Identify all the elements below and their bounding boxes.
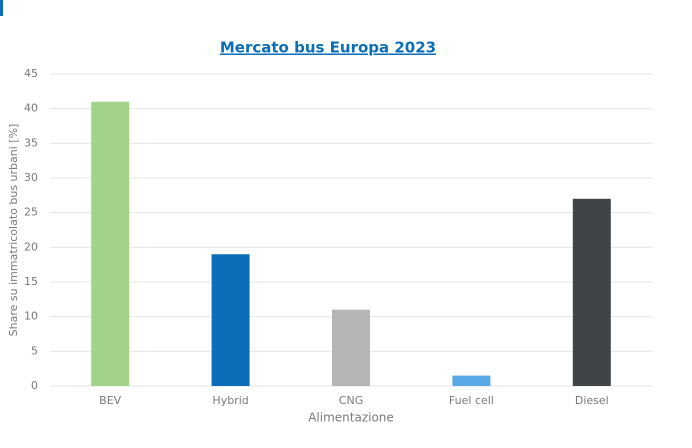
y-tick-label: 0 (31, 379, 38, 392)
bar (572, 198, 611, 386)
bar (211, 254, 250, 386)
y-tick-label: 20 (24, 240, 38, 253)
x-tick-label: Hybrid (212, 394, 248, 407)
y-tick-label: 35 (24, 136, 38, 149)
x-axis-label: Alimentazione (308, 411, 394, 425)
y-tick-label: 10 (24, 310, 38, 323)
x-tick-label: BEV (99, 394, 121, 407)
chart-title: Mercato bus Europa 2023 (220, 39, 436, 57)
y-tick-label: 15 (24, 275, 38, 288)
x-tick-label: Diesel (575, 394, 609, 407)
y-tick-label: 45 (24, 67, 38, 80)
y-tick-label: 25 (24, 206, 38, 219)
bar (452, 375, 491, 386)
x-tick-label: CNG (339, 394, 363, 407)
y-axis-label: Share su immatricolato bus urbani [%] (7, 124, 20, 337)
bar (332, 309, 370, 386)
y-tick-label: 5 (31, 344, 38, 357)
x-tick-label: Fuel cell (449, 394, 494, 407)
y-tick-label: 30 (24, 171, 38, 184)
y-tick-label: 40 (24, 102, 38, 115)
bar (91, 101, 130, 386)
corner-marker (0, 0, 3, 16)
